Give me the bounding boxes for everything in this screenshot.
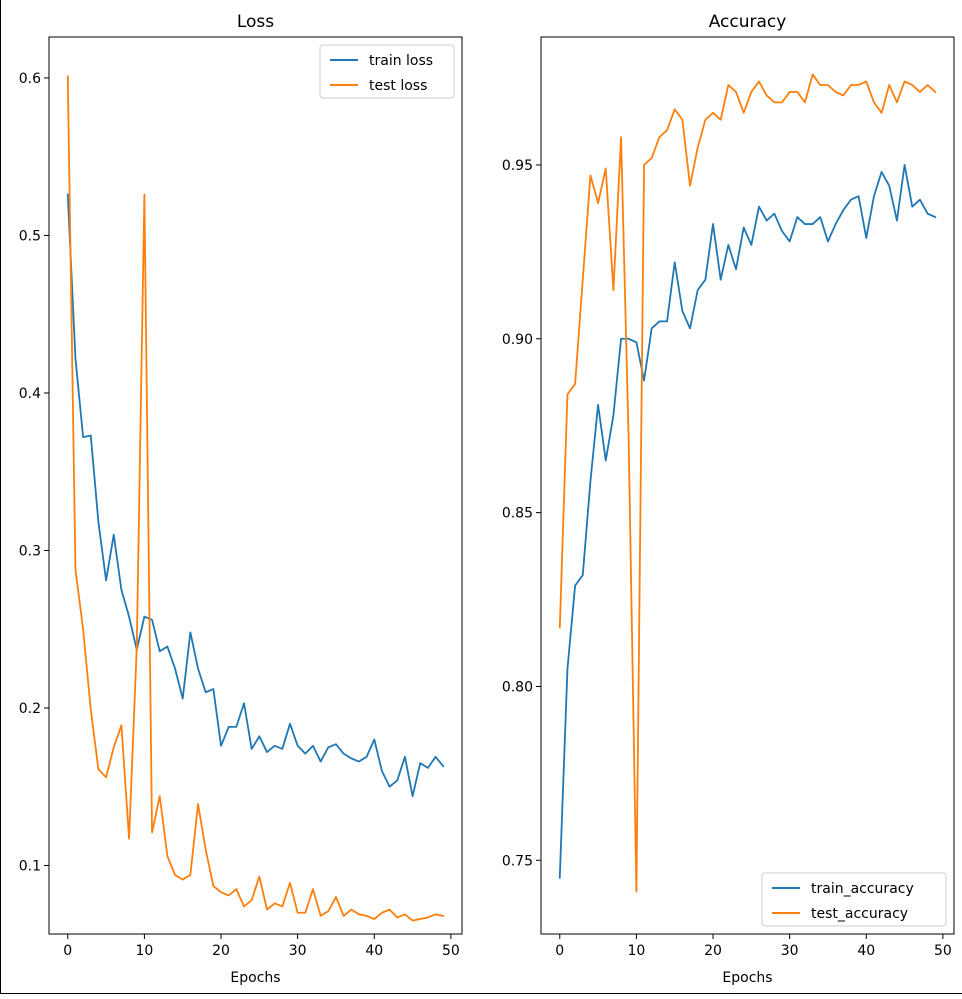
x-tick-label: 50 xyxy=(442,943,460,959)
legend-label: train_accuracy xyxy=(811,881,914,897)
series-group xyxy=(558,73,937,893)
x-axis-label: Epochs xyxy=(722,970,772,986)
chart-title: Loss xyxy=(237,12,274,32)
y-tick-label: 0.4 xyxy=(19,386,41,402)
axes-frame xyxy=(540,36,955,935)
y-tick-label: 0.90 xyxy=(502,332,533,348)
x-tick-label: 10 xyxy=(135,943,153,959)
axes-frame xyxy=(48,36,463,935)
y-tick-label: 0.75 xyxy=(502,853,533,869)
chart-panel-1: 0 10 20 30 40 50 0.1 0.2 0.3 0.4 0.5 0.6 Loss Epochs t… xyxy=(19,12,463,986)
y-tick-label: 0.85 xyxy=(502,506,533,522)
legend: train loss test loss xyxy=(319,44,455,99)
x-tick-label: 0 xyxy=(555,943,564,959)
series-line-test-accuracy xyxy=(558,73,937,893)
x-tick-label: 10 xyxy=(627,943,645,959)
x-tick-label: 50 xyxy=(934,943,952,959)
series-group xyxy=(66,75,445,922)
y-tick-label: 0.5 xyxy=(19,228,41,244)
y-tick-label: 0.1 xyxy=(19,858,41,874)
x-tick-label: 40 xyxy=(857,943,875,959)
chart-title: Accuracy xyxy=(709,12,787,32)
legend-label: test loss xyxy=(369,78,427,94)
legend-box xyxy=(761,872,947,927)
series-line-test-loss xyxy=(66,75,445,922)
x-tick-label: 30 xyxy=(781,943,799,959)
series-line-train-loss xyxy=(66,193,445,798)
chart-panel-2: 0 10 20 30 40 50 0.75 0.80 0.85 0.90 0.95 Accuracy E… xyxy=(502,12,955,986)
x-tick-label: 20 xyxy=(704,943,722,959)
x-tick-label: 30 xyxy=(289,943,307,959)
x-axis-label: Epochs xyxy=(230,970,280,986)
y-tick-label: 0.6 xyxy=(19,71,41,87)
series-line-train-accuracy xyxy=(558,164,937,879)
legend-label: train loss xyxy=(369,53,433,69)
x-tick-label: 20 xyxy=(212,943,230,959)
y-tick-label: 0.95 xyxy=(502,158,533,174)
x-tick-label: 0 xyxy=(63,943,72,959)
legend: train_accuracy test_accuracy xyxy=(761,872,947,927)
y-tick-label: 0.80 xyxy=(502,679,533,695)
y-tick-label: 0.3 xyxy=(19,543,41,559)
x-tick-label: 40 xyxy=(365,943,383,959)
y-tick-label: 0.2 xyxy=(19,701,41,717)
legend-label: test_accuracy xyxy=(811,906,908,922)
